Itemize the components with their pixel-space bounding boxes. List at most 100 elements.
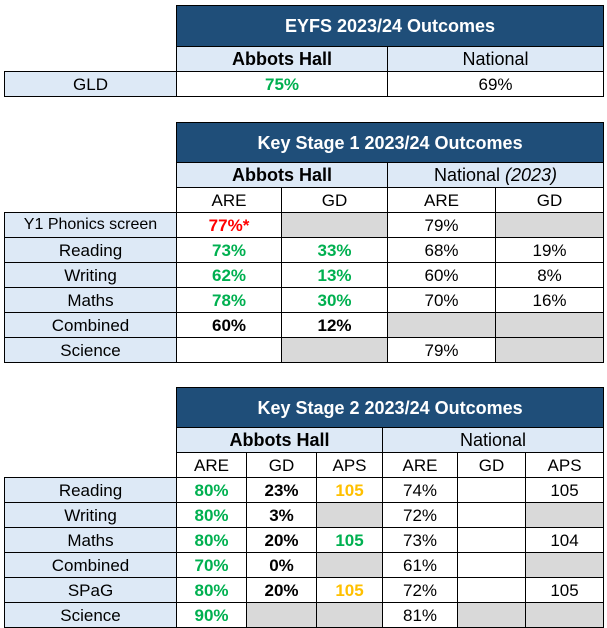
national-are: 79%	[387, 212, 496, 238]
table-row: Science 90% 81%	[4, 602, 605, 628]
national-aps: 105	[524, 577, 605, 603]
school-gd	[281, 337, 388, 363]
school-gd: 23%	[246, 477, 317, 503]
table-row: Writing 80% 3% 72%	[4, 502, 605, 528]
row-label: Writing	[4, 502, 177, 528]
row-label: Combined	[4, 312, 177, 338]
national-are: 79%	[387, 337, 496, 363]
school-gd: 33%	[281, 237, 388, 263]
school-are: 80%	[176, 577, 247, 603]
national-are: 70%	[387, 287, 496, 313]
row-label: Y1 Phonics screen	[4, 212, 177, 238]
school-aps	[316, 602, 383, 628]
eyfs-row-label: GLD	[4, 71, 177, 97]
national-gd	[457, 577, 526, 603]
ks2-col-aps: APS	[316, 452, 383, 478]
ks2-col-are: ARE	[176, 452, 247, 478]
ks1-nat-col-are: ARE	[387, 187, 496, 213]
national-gd	[457, 477, 526, 503]
eyfs-national-header: National	[386, 46, 605, 72]
ks1-title: Key Stage 1 2023/24 Outcomes	[175, 122, 605, 163]
school-gd	[246, 602, 317, 628]
row-label: Maths	[4, 527, 177, 553]
school-are: 80%	[176, 477, 247, 503]
school-aps: 105	[316, 477, 383, 503]
national-gd	[494, 337, 605, 363]
blank-cell	[5, 453, 177, 478]
row-label: Maths	[4, 287, 177, 313]
table-row: Reading 80% 23% 105 74% 105	[4, 477, 605, 503]
ks2-table: Key Stage 2 2023/24 Outcomes Abbots Hall…	[4, 387, 605, 628]
school-gd	[281, 212, 388, 238]
blank-cell	[5, 428, 177, 453]
national-are: 68%	[387, 237, 496, 263]
school-are	[176, 337, 282, 363]
table-row: Combined 60% 12%	[4, 312, 605, 338]
school-are: 60%	[176, 312, 282, 338]
ks1-national-label: National	[433, 165, 500, 185]
national-are: 73%	[382, 527, 458, 553]
ks1-col-gd: GD	[281, 187, 388, 213]
school-gd: 12%	[281, 312, 388, 338]
school-aps	[316, 502, 383, 528]
blank-cell	[5, 123, 177, 163]
row-label: SPaG	[4, 577, 177, 603]
school-gd: 20%	[246, 527, 317, 553]
national-gd	[457, 552, 526, 578]
blank-cell	[5, 6, 177, 47]
blank-cell	[5, 388, 177, 428]
ks2-national-header: National	[381, 427, 605, 453]
row-label: Writing	[4, 262, 177, 288]
table-row: SPaG 80% 20% 105 72% 105	[4, 577, 605, 603]
national-gd	[457, 602, 526, 628]
ks1-table: Key Stage 1 2023/24 Outcomes Abbots Hall…	[4, 122, 605, 363]
table-row: Science 79%	[4, 337, 605, 363]
school-are: 73%	[176, 237, 282, 263]
school-aps: 105	[316, 527, 383, 553]
ks1-school-header: Abbots Hall	[176, 162, 388, 188]
row-label: Science	[4, 337, 177, 363]
ks1-national-note: (2023)	[505, 165, 558, 185]
school-are: 78%	[176, 287, 282, 313]
table-row: Maths 80% 20% 105 73% 104	[4, 527, 605, 553]
national-aps: 104	[524, 527, 605, 553]
ks2-nat-col-gd: GD	[457, 452, 526, 478]
blank-cell	[5, 188, 177, 213]
school-gd: 20%	[246, 577, 317, 603]
school-aps: 105	[316, 577, 383, 603]
national-are: 81%	[382, 602, 458, 628]
eyfs-school-value: 75%	[176, 71, 388, 97]
school-are: 70%	[176, 552, 247, 578]
school-are: 90%	[176, 602, 247, 628]
school-gd: 3%	[246, 502, 317, 528]
national-are: 74%	[382, 477, 458, 503]
national-are: 72%	[382, 577, 458, 603]
table-row: Writing 62% 13% 60% 8%	[4, 262, 605, 288]
ks2-school-header: Abbots Hall	[176, 427, 383, 453]
national-gd	[494, 212, 605, 238]
table-row: Combined 70% 0% 61%	[4, 552, 605, 578]
national-are: 60%	[387, 262, 496, 288]
table-row: Y1 Phonics screen 77%* 79%	[4, 212, 605, 238]
eyfs-title: EYFS 2023/24 Outcomes	[175, 5, 605, 47]
national-gd: 8%	[494, 262, 605, 288]
ks2-title: Key Stage 2 2023/24 Outcomes	[175, 387, 605, 428]
school-gd: 30%	[281, 287, 388, 313]
national-are	[387, 312, 496, 338]
national-gd	[494, 312, 605, 338]
school-gd: 0%	[246, 552, 317, 578]
ks1-col-are: ARE	[176, 187, 282, 213]
national-gd	[457, 527, 526, 553]
row-label: Reading	[4, 477, 177, 503]
school-are: 62%	[176, 262, 282, 288]
row-label: Science	[4, 602, 177, 628]
ks2-col-gd: GD	[246, 452, 317, 478]
eyfs-national-value: 69%	[386, 71, 605, 97]
school-gd: 13%	[281, 262, 388, 288]
table-row: Maths 78% 30% 70% 16%	[4, 287, 605, 313]
row-label: Reading	[4, 237, 177, 263]
blank-cell	[5, 47, 177, 72]
national-are: 61%	[382, 552, 458, 578]
ks2-nat-col-are: ARE	[382, 452, 458, 478]
national-aps: 105	[524, 477, 605, 503]
